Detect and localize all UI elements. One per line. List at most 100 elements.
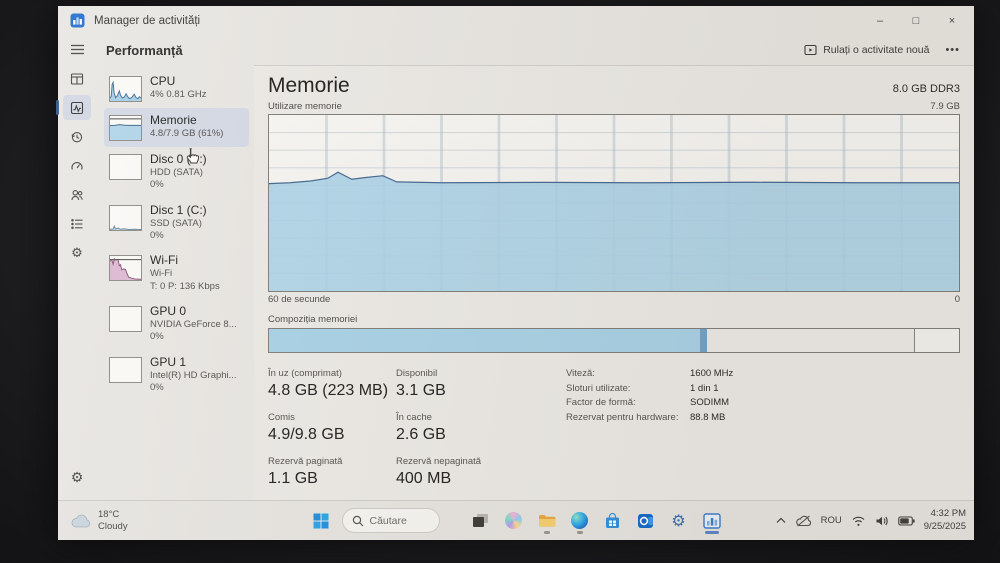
windows-logo-icon [313, 513, 328, 528]
close-button[interactable]: × [948, 14, 956, 27]
stat-value: 4.9/9.8 GB [268, 426, 345, 443]
detail-speed: Viteză: 1600 MHz [566, 368, 733, 379]
users-icon[interactable] [63, 182, 91, 207]
settings-gear-icon[interactable]: ⚙ [671, 512, 686, 530]
sidebar-item-disk1[interactable]: Disc 1 (C:) SSD (SATA) 0% [104, 198, 249, 249]
time-window-label: 60 de secunde [268, 294, 331, 305]
tray-chevron-icon[interactable] [776, 517, 786, 524]
sidebar-item-text: GPU 0 NVIDIA GeForce 8... 0% [150, 304, 237, 344]
detail-slots: Sloturi utilizate: 1 din 1 [566, 383, 733, 394]
content-body: CPU 4% 0.81 GHz Memorie 4.8/7.9 GB (61%) [96, 65, 974, 500]
sidebar-item-disk0[interactable]: Disc 0 (D:) HDD (SATA) 0% [104, 147, 249, 198]
hamburger-menu-icon[interactable] [63, 37, 91, 62]
weather-text: 18°C Cloudy [98, 509, 128, 533]
stat-label: Comis [268, 412, 295, 423]
settings-icon[interactable]: ⚙ [70, 469, 84, 485]
processes-icon[interactable] [63, 66, 91, 91]
app-history-icon[interactable] [63, 124, 91, 149]
sidebar-item-subtitle2: 0% [150, 382, 164, 394]
onedrive-icon[interactable] [795, 515, 812, 527]
sidebar-item-subtitle: Intel(R) HD Graphi... [150, 369, 237, 381]
sidebar-item-title: GPU 0 [150, 304, 187, 319]
minimize-button[interactable]: – [876, 14, 884, 27]
detail-value: SODIMM [690, 397, 730, 408]
scale-min-label: 0 [954, 294, 960, 305]
clock[interactable]: 4:32 PM 9/25/2025 [924, 508, 966, 533]
memory-sparkline [109, 115, 142, 141]
sidebar-item-subtitle: HDD (SATA) [150, 167, 203, 178]
widgets-weather-button[interactable]: 18°C Cloudy [70, 509, 128, 533]
weather-condition: Cloudy [98, 520, 128, 532]
sidebar-item-gpu1[interactable]: GPU 1 Intel(R) HD Graphi... 0% [104, 350, 249, 401]
laptop-screen: Manager de activități – □ × [56, 6, 974, 540]
run-new-task-button[interactable]: Rulați o activitate nouă [804, 44, 929, 56]
microsoft-store-icon[interactable] [601, 508, 625, 534]
task-view-icon[interactable] [469, 508, 493, 534]
stat-value: 3.1 GB [396, 382, 446, 399]
sidebar-item-subtitle: NVIDIA GeForce 8... [150, 319, 237, 331]
task-manager-taskbar-icon[interactable] [700, 508, 724, 534]
cloud-icon [71, 514, 91, 527]
sidebar-item-text: Disc 0 (D:) HDD (SATA) 0% [150, 152, 207, 192]
start-button[interactable] [309, 508, 333, 534]
composition-label: Compoziția memoriei [268, 314, 358, 325]
services-icon[interactable]: ⚙ [71, 244, 83, 260]
file-explorer-icon[interactable] [535, 508, 559, 534]
memory-usage-graph[interactable] [268, 114, 960, 292]
stat-value: 2.6 GB [396, 426, 446, 443]
details-icon[interactable] [63, 211, 91, 236]
window-title: Manager de activități [94, 14, 201, 27]
sidebar-item-title: Disc 0 (D:) [150, 152, 207, 166]
window-titlebar: Manager de activități – □ × [58, 6, 974, 35]
sidebar-item-text: GPU 1 Intel(R) HD Graphi... 0% [150, 355, 237, 395]
sidebar-item-subtitle: SSD (SATA) [150, 217, 202, 229]
stat-label: Rezervă paginată [268, 456, 343, 467]
stat-non-paged-pool: Rezervă nepaginată 400 MB [396, 456, 544, 488]
startup-apps-icon[interactable] [63, 153, 91, 178]
sidebar-item-subtitle: Wi-Fi [150, 268, 173, 280]
weather-temp: 18°C [98, 508, 120, 520]
stats-grid: În uz (comprimat) 4.8 GB (223 MB) Dispon… [268, 368, 544, 488]
performance-icon[interactable] [56, 95, 91, 120]
edge-icon[interactable] [568, 508, 592, 534]
stat-label: În uz (comprimat) [268, 368, 342, 379]
language-indicator[interactable]: ROU [820, 515, 842, 526]
disk0-sparkline [109, 154, 142, 180]
battery-icon[interactable] [897, 515, 915, 526]
copilot-icon[interactable] [502, 508, 526, 534]
stat-label: Rezervă nepaginată [396, 456, 482, 467]
volume-icon[interactable] [875, 515, 889, 527]
sidebar-item-wifi[interactable]: Wi-Fi Wi-Fi T: 0 P: 136 Kbps [104, 248, 249, 299]
sidebar-item-subtitle: 4% 0.81 GHz [150, 89, 207, 100]
run-new-task-label: Rulați o activitate nouă [823, 44, 930, 56]
sidebar-item-memory[interactable]: Memorie 4.8/7.9 GB (61%) [104, 108, 249, 147]
stats-section: În uz (comprimat) 4.8 GB (223 MB) Dispon… [268, 368, 960, 488]
memory-panel: Memorie 8.0 GB DDR3 Utilizare memorie 7.… [254, 65, 974, 500]
run-new-task-icon [804, 44, 817, 56]
composition-segment-free [914, 329, 959, 352]
memory-title: Memorie [268, 74, 350, 97]
tray-time: 4:32 PM [930, 508, 966, 520]
outlook-icon[interactable] [634, 508, 658, 534]
wifi-icon[interactable] [851, 515, 866, 527]
hardware-details: Viteză: 1600 MHz Sloturi utilizate: 1 di… [566, 368, 733, 488]
sidebar-item-title: Memorie [150, 113, 197, 127]
app-body: ⚙ ⚙ Performanță Rulați o activitate nouă [56, 35, 974, 500]
maximize-button[interactable]: □ [912, 14, 920, 27]
memory-capacity: 8.0 GB DDR3 [892, 83, 960, 95]
detail-value: 1 din 1 [690, 382, 719, 394]
more-options-button[interactable]: ••• [945, 44, 960, 56]
scale-max-label: 7.9 GB [930, 101, 960, 112]
sidebar-item-text: Memorie 4.8/7.9 GB (61%) [150, 113, 223, 140]
sidebar-item-cpu[interactable]: CPU 4% 0.81 GHz [104, 69, 249, 108]
stat-cached: În cache 2.6 GB [396, 412, 544, 444]
search-box[interactable]: Căutare [341, 508, 440, 533]
detail-hw-reserved: Rezervat pentru hardware: 88.8 MB [566, 412, 733, 423]
gpu0-sparkline [109, 306, 142, 333]
sidebar-item-gpu0[interactable]: GPU 0 NVIDIA GeForce 8... 0% [104, 299, 249, 350]
stat-value: 400 MB [396, 470, 452, 487]
memory-composition-bar[interactable] [268, 328, 960, 353]
wifi-sparkline [109, 255, 142, 282]
sidebar-item-subtitle2: 0% [150, 179, 164, 191]
